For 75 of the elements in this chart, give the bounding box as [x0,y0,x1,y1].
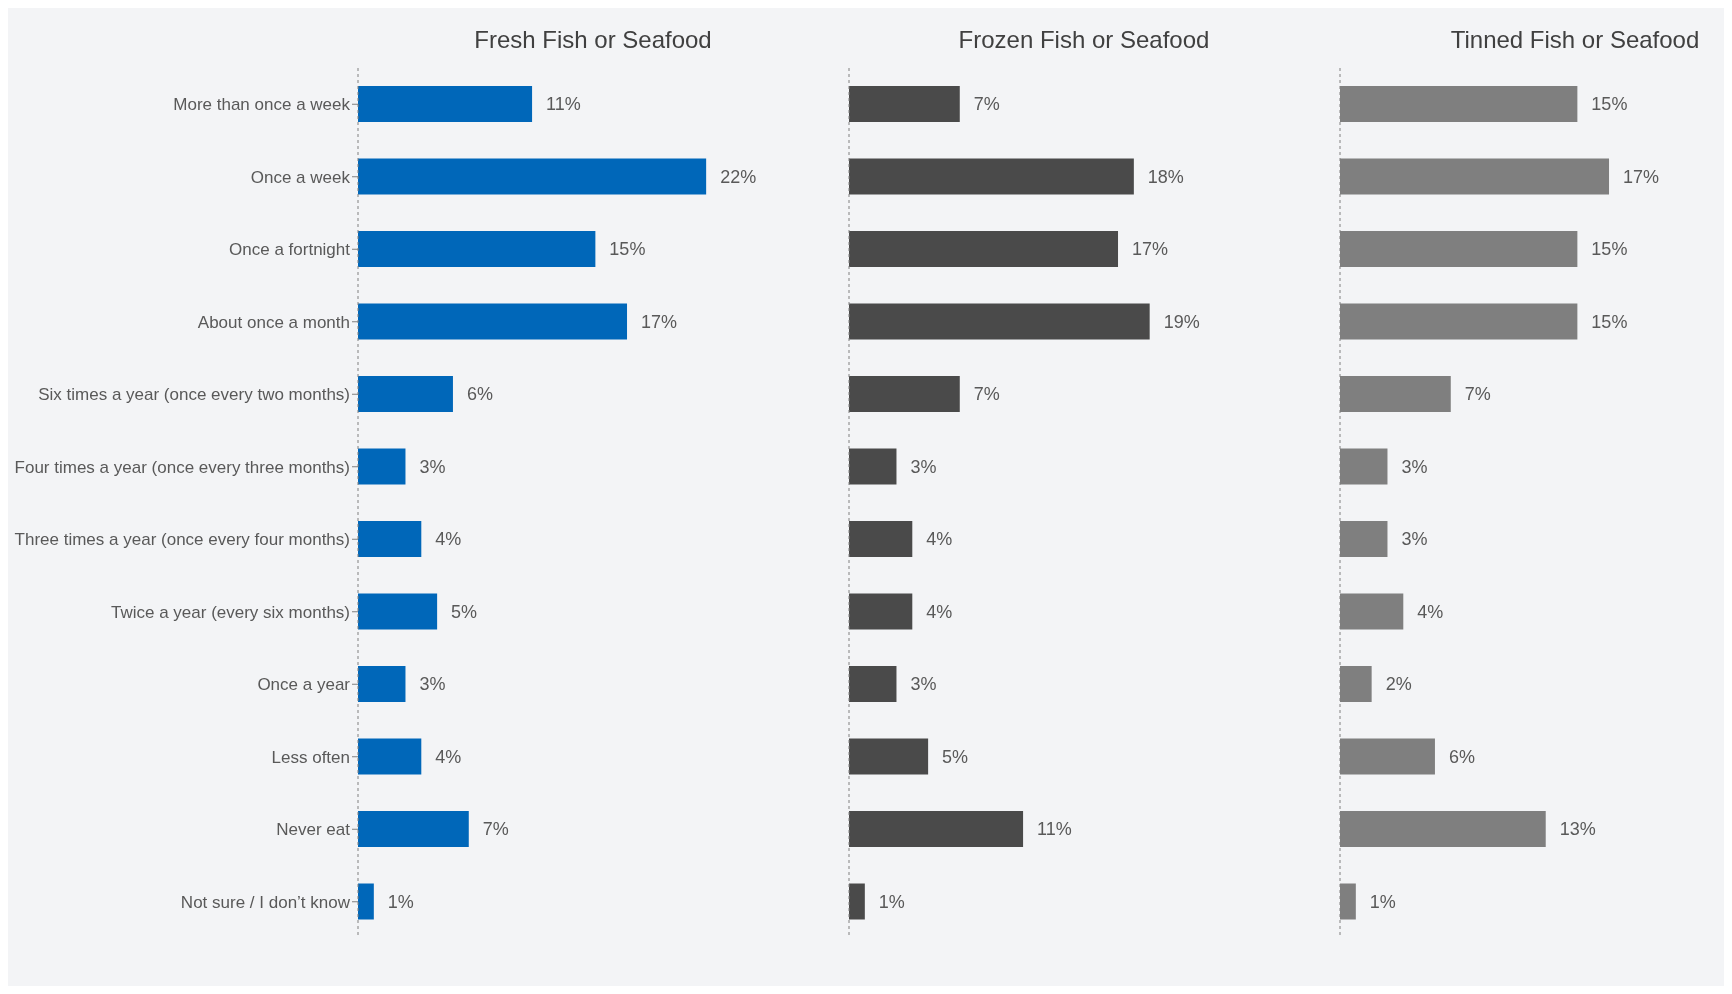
data-label: 11% [546,94,581,115]
data-label: 7% [973,384,1000,405]
data-label: 3% [1401,456,1428,477]
data-label: 15% [1591,94,1628,115]
y-tick-label: More than once a week [173,95,351,115]
bar [358,738,422,775]
bar [849,448,897,485]
data-label: 19% [1163,311,1200,332]
data-label: 13% [1559,819,1596,840]
data-label: 6% [1448,746,1475,767]
bar [358,303,628,340]
data-label: 18% [1147,166,1184,187]
data-label: 15% [1591,239,1628,260]
bar [358,376,453,412]
y-tick-label: Three times a year (once every four months) [14,530,350,550]
data-label: 3% [910,674,937,695]
bar [358,448,406,485]
y-tick-label: Once a week [250,167,351,187]
bar [849,231,1119,267]
bar [358,521,422,557]
bar [849,86,960,122]
y-tick-label: Never eat [276,820,351,840]
data-label: 15% [609,239,646,260]
bar [849,376,960,412]
data-label: 17% [641,311,678,332]
y-tick-label: About once a month [197,312,350,332]
data-label: 3% [1401,529,1428,550]
bar [358,811,469,847]
bar [358,231,596,267]
data-label: 11% [1037,819,1072,840]
bar [849,303,1150,340]
data-label: 22% [720,166,757,187]
data-label: 7% [482,819,509,840]
bar [849,883,865,920]
y-tick-label: Once a fortnight [229,240,351,260]
data-label: 4% [926,601,953,622]
y-tick-label: Six times a year (once every two months) [38,385,350,405]
chart-title: Frozen Fish or Seafood [957,26,1211,54]
chart-title: Tinned Fish or Seafood [1449,26,1701,54]
data-label: 7% [973,94,1000,115]
y-tick-label: Twice a year (every six months) [110,602,350,622]
data-label: 2% [1385,674,1412,695]
bar [849,811,1024,847]
bar [849,666,897,702]
chart-title: Fresh Fish or Seafood [473,26,713,54]
bar [849,521,913,557]
bar [849,593,913,630]
data-label: 3% [419,674,446,695]
data-label: 17% [1132,239,1169,260]
bar [849,158,1134,195]
bar [358,593,438,630]
bar [358,158,707,195]
y-tick-label: Less often [271,747,350,767]
bar [849,738,929,775]
data-label: 7% [1464,384,1491,405]
y-tick-label: Four times a year (once every three months) [14,457,350,477]
data-label: 4% [926,529,953,550]
y-tick-label: Once a year [257,675,351,695]
data-label: 15% [1591,311,1628,332]
data-label: 4% [435,529,462,550]
data-label: 5% [451,601,478,622]
data-label: 4% [435,746,462,767]
bar [358,883,374,920]
data-label: 6% [466,384,493,405]
y-tick-label: Not sure / I don’t know [180,892,351,912]
data-label: 3% [910,456,937,477]
data-label: 5% [942,746,969,767]
data-label: 4% [1417,601,1444,622]
data-label: 17% [1623,166,1660,187]
bar [358,86,533,122]
data-label: 3% [419,456,446,477]
data-label: 1% [878,891,905,912]
bar [358,666,406,702]
data-label: 1% [387,891,414,912]
data-label: 1% [1369,891,1396,912]
